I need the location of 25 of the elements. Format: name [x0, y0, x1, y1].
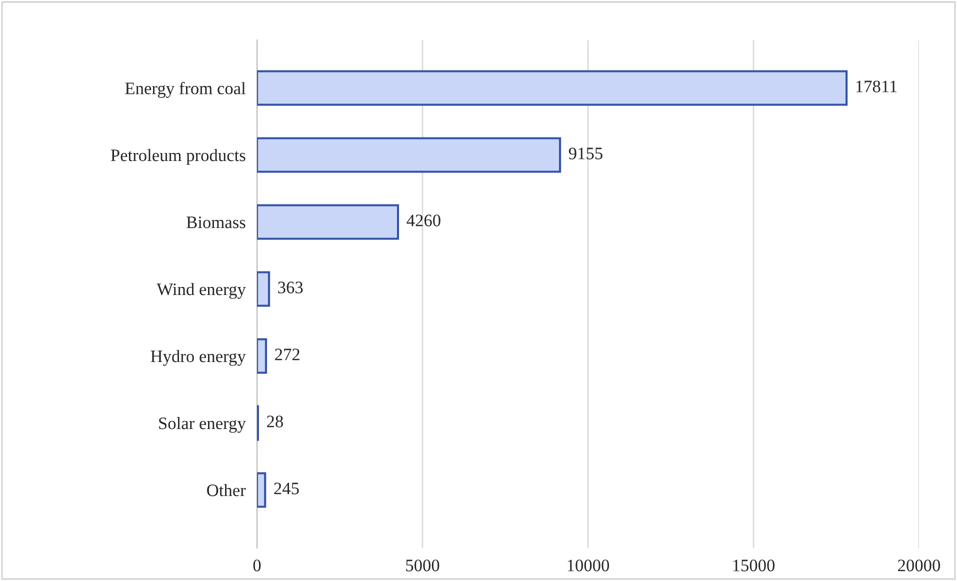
x-tick-label: 15000	[733, 560, 775, 572]
bar	[257, 472, 266, 508]
y-tick-label: Biomass	[186, 216, 246, 228]
data-label: 272	[275, 348, 300, 360]
x-tick-label: 5000	[406, 560, 440, 572]
bar	[257, 137, 562, 173]
x-tick-label: 10000	[568, 560, 610, 572]
bar	[257, 338, 268, 374]
bar	[257, 70, 848, 106]
data-label: 17811	[856, 80, 897, 92]
data-label: 9155	[568, 148, 602, 160]
data-label: 245	[274, 482, 299, 494]
bar	[257, 204, 400, 240]
bar	[257, 271, 270, 307]
data-label: 363	[278, 282, 303, 294]
y-tick-label: Wind energy	[156, 282, 246, 299]
y-tick-label: Petroleum products	[110, 148, 246, 165]
x-tick-label: 20000	[898, 560, 940, 572]
x-tick-label: 0	[253, 560, 261, 572]
y-tick-label: Solar energy	[159, 416, 246, 433]
data-label: 4260	[406, 214, 440, 226]
data-label: 28	[267, 416, 283, 428]
y-tick-label: Hydro energy	[150, 350, 246, 366]
y-tick-label: Other	[207, 484, 246, 496]
y-tick-label: Energy from coal	[125, 82, 246, 98]
